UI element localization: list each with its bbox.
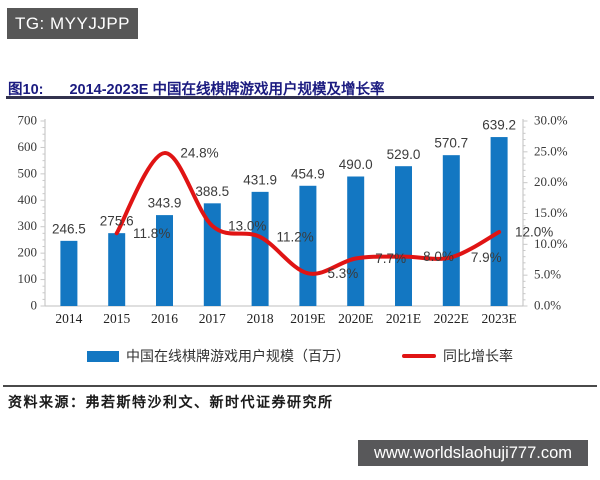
- bar-value-label: 388.5: [195, 184, 229, 199]
- combo-chart: 0 100 200 300 400 500 600 700 0.0% 5.0% 10.0% 15.0%…: [0, 105, 600, 345]
- bar-value-label: 431.9: [243, 172, 277, 187]
- bar: [299, 185, 317, 306]
- legend-bar-swatch: [87, 350, 119, 362]
- source-note: 资料来源：弗若斯特沙利文、新时代证券研究所: [8, 392, 334, 412]
- website-badge: www.worldslaohuji777.com: [358, 440, 588, 466]
- right-axis-label: 5.0%: [534, 267, 561, 282]
- bar: [156, 215, 173, 306]
- growth-line: [114, 151, 502, 276]
- right-axis-label: 15.0%: [534, 205, 568, 220]
- legend-bar-label: 中国在线棋牌游戏用户规模（百万）: [126, 348, 350, 364]
- line-value-label: 11.2%: [276, 229, 313, 244]
- left-axis-label: 100: [18, 271, 38, 286]
- line-value-label: 8.0%: [423, 249, 454, 264]
- bar: [442, 155, 460, 306]
- telegram-badge: TG: MYYJJPP: [7, 8, 138, 39]
- bar-value-label: 570.7: [434, 136, 468, 151]
- left-axis-label: 500: [18, 165, 38, 180]
- x-axis-label: 2016: [151, 311, 178, 326]
- bar-value-label: 490.0: [339, 157, 373, 172]
- right-axis-label: 20.0%: [534, 174, 568, 189]
- x-axis-label: 2022E: [434, 311, 469, 326]
- legend-line-label: 同比增长率: [443, 348, 513, 364]
- figure-title-text: 2014-2023E 中国在线棋牌游戏用户规模及增长率: [69, 82, 385, 98]
- title-underline: [6, 96, 594, 99]
- bar: [395, 166, 412, 306]
- bar: [347, 176, 365, 306]
- right-axis-label: 0.0%: [534, 297, 561, 312]
- line-value-label: 12.0%: [515, 225, 553, 240]
- x-axis-label: 2018: [247, 311, 274, 326]
- left-axis-label: 600: [18, 139, 38, 154]
- x-axis-label: 2019E: [290, 311, 325, 326]
- x-axis-label: 2020E: [338, 311, 373, 326]
- left-axis-label: 0: [31, 297, 38, 312]
- right-axis-label: 30.0%: [534, 112, 568, 127]
- line-value-label: 7.9%: [471, 250, 502, 265]
- left-axis-label: 400: [18, 192, 38, 207]
- line-value-label: 13.0%: [228, 218, 266, 233]
- legend-line-swatch: [402, 354, 436, 358]
- bar: [60, 240, 78, 306]
- bar-value-label: 639.2: [482, 118, 516, 133]
- left-axis-label: 300: [18, 218, 38, 233]
- legend-item-users: 中国在线棋牌游戏用户规模（百万）: [87, 346, 350, 366]
- bar-value-label: 454.9: [291, 166, 325, 181]
- figure-number-label: 图10:: [8, 82, 44, 98]
- bar: [108, 233, 126, 306]
- x-axis-label: 2014: [55, 311, 82, 326]
- line-value-label: 5.3%: [328, 266, 359, 281]
- bar-value-label: 529.0: [387, 147, 421, 162]
- left-axis-label: 700: [18, 112, 38, 127]
- bar-value-label: 246.5: [52, 221, 86, 236]
- chart-legend: 中国在线棋牌游戏用户规模（百万） 同比增长率: [0, 346, 600, 366]
- legend-item-growth: 同比增长率: [402, 346, 513, 366]
- x-axis-label: 2015: [103, 311, 130, 326]
- x-axis-label: 2021E: [386, 311, 421, 326]
- source-label: 资料来源：: [8, 396, 86, 411]
- x-axis-label: 2023E: [481, 311, 516, 326]
- bar-value-label: 275.6: [100, 214, 134, 229]
- left-axis-label: 200: [18, 245, 38, 260]
- source-text: 弗若斯特沙利文、新时代证券研究所: [85, 396, 334, 411]
- bar: [251, 191, 269, 306]
- website-badge-text: www.worldslaohuji777.com: [373, 443, 573, 462]
- bar-value-label: 343.9: [148, 196, 182, 211]
- telegram-badge-text: TG: MYYJJPP: [14, 13, 131, 33]
- bar: [490, 137, 508, 306]
- line-value-label: 7.7%: [375, 251, 406, 266]
- line-value-label: 11.8%: [133, 226, 170, 241]
- figure-title: 图10: 2014-2023E 中国在线棋牌游戏用户规模及增长率: [8, 78, 385, 99]
- x-axis-label: 2017: [199, 311, 226, 326]
- right-axis-label: 25.0%: [534, 143, 568, 158]
- line-value-label: 24.8%: [180, 146, 218, 161]
- right-axis-label: 10.0%: [534, 236, 568, 251]
- footer-divider: [3, 385, 597, 387]
